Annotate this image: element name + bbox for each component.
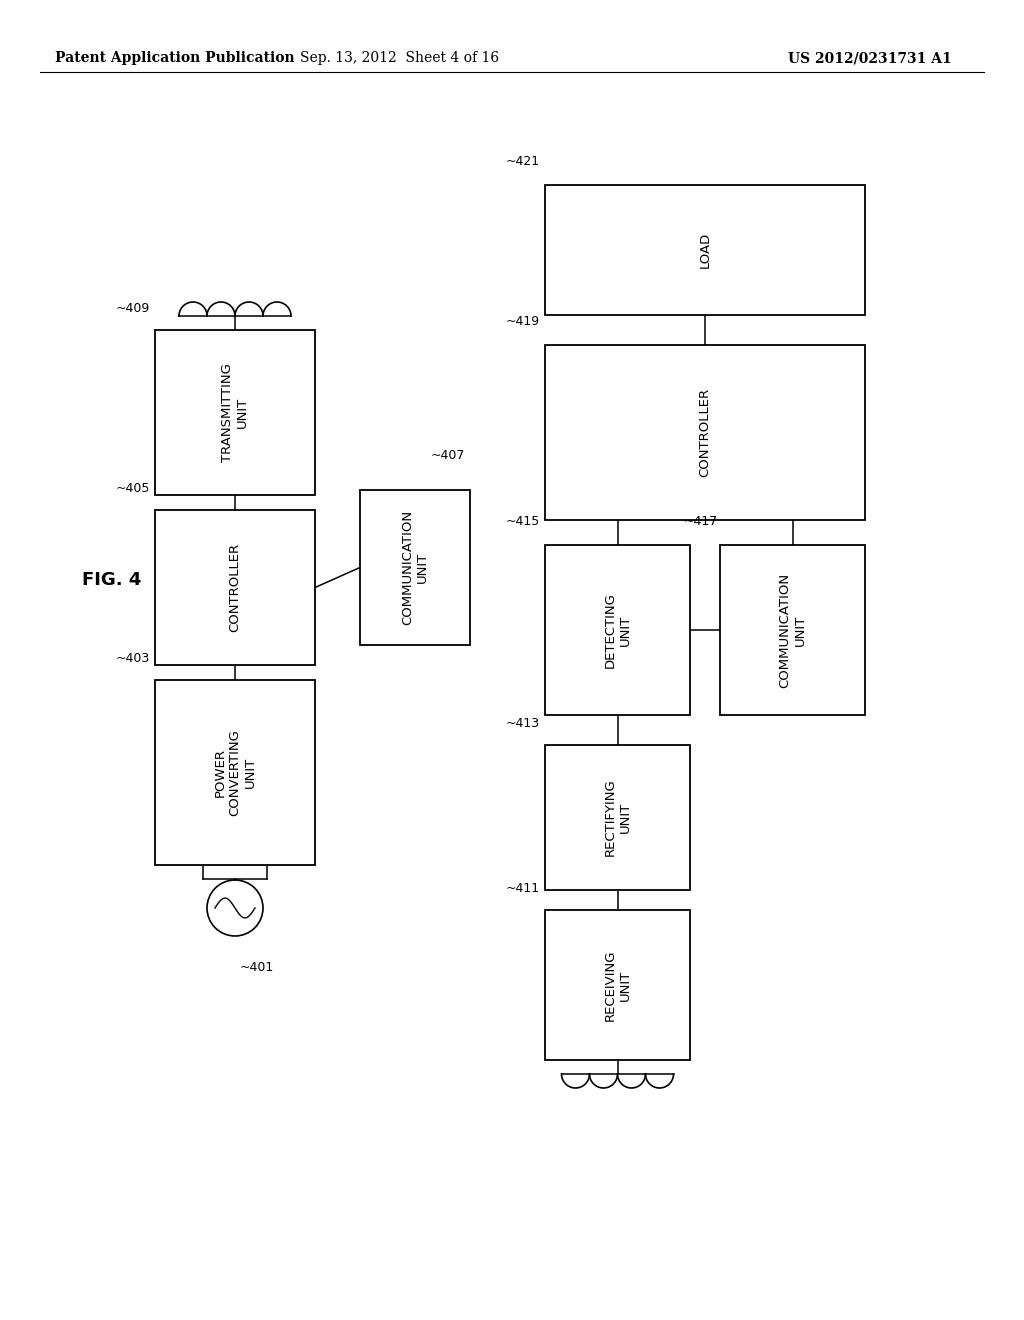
Text: ~415: ~415 [506, 515, 540, 528]
Bar [545, 545, 690, 715]
Text: FIG. 4: FIG. 4 [82, 572, 141, 589]
Text: CONTROLLER: CONTROLLER [698, 388, 712, 477]
Text: RECTIFYING
UNIT: RECTIFYING UNIT [603, 779, 632, 857]
Bar [720, 545, 865, 715]
Text: ~407: ~407 [431, 449, 465, 462]
Text: ~409: ~409 [116, 302, 150, 315]
Text: DETECTING
UNIT: DETECTING UNIT [603, 593, 632, 668]
Text: COMMUNICATION
UNIT: COMMUNICATION UNIT [778, 573, 807, 688]
Bar [155, 330, 315, 495]
Text: ~401: ~401 [240, 961, 274, 974]
Bar [545, 185, 865, 315]
Bar [545, 909, 690, 1060]
Bar [360, 490, 470, 645]
Text: LOAD: LOAD [698, 232, 712, 268]
Text: Patent Application Publication: Patent Application Publication [55, 51, 295, 65]
Text: ~405: ~405 [116, 482, 150, 495]
Text: ~403: ~403 [116, 652, 150, 665]
Text: POWER
CONVERTING
UNIT: POWER CONVERTING UNIT [213, 729, 256, 816]
Text: ~417: ~417 [684, 515, 718, 528]
Text: TRANSMITTING
UNIT: TRANSMITTING UNIT [221, 363, 249, 462]
Text: ~421: ~421 [506, 154, 540, 168]
Bar [155, 510, 315, 665]
Text: COMMUNICATION
UNIT: COMMUNICATION UNIT [401, 510, 429, 626]
Text: RECEIVING
UNIT: RECEIVING UNIT [603, 949, 632, 1020]
Text: ~419: ~419 [506, 315, 540, 327]
Bar [155, 680, 315, 865]
Bar [545, 345, 865, 520]
Text: Sep. 13, 2012  Sheet 4 of 16: Sep. 13, 2012 Sheet 4 of 16 [300, 51, 500, 65]
Text: US 2012/0231731 A1: US 2012/0231731 A1 [788, 51, 952, 65]
Text: CONTROLLER: CONTROLLER [228, 543, 242, 632]
Text: ~413: ~413 [506, 717, 540, 730]
Text: ~411: ~411 [506, 882, 540, 895]
Bar [545, 744, 690, 890]
